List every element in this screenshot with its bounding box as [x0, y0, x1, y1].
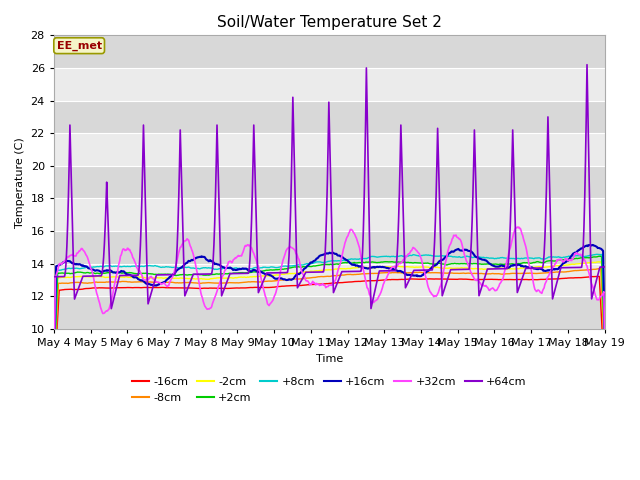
Bar — [54, 36, 605, 68]
Bar — [54, 198, 605, 231]
Bar — [54, 231, 605, 264]
Bar — [54, 133, 605, 166]
Bar — [54, 68, 605, 101]
Bar — [54, 296, 605, 329]
Bar — [54, 166, 605, 198]
Title: Soil/Water Temperature Set 2: Soil/Water Temperature Set 2 — [217, 15, 442, 30]
Bar — [54, 101, 605, 133]
Y-axis label: Temperature (C): Temperature (C) — [15, 137, 25, 228]
Bar — [54, 264, 605, 296]
Legend: -16cm, -8cm, -2cm, +2cm, +8cm, +16cm, +32cm, +64cm: -16cm, -8cm, -2cm, +2cm, +8cm, +16cm, +3… — [127, 372, 531, 407]
Text: EE_met: EE_met — [56, 40, 102, 51]
X-axis label: Time: Time — [316, 354, 343, 363]
